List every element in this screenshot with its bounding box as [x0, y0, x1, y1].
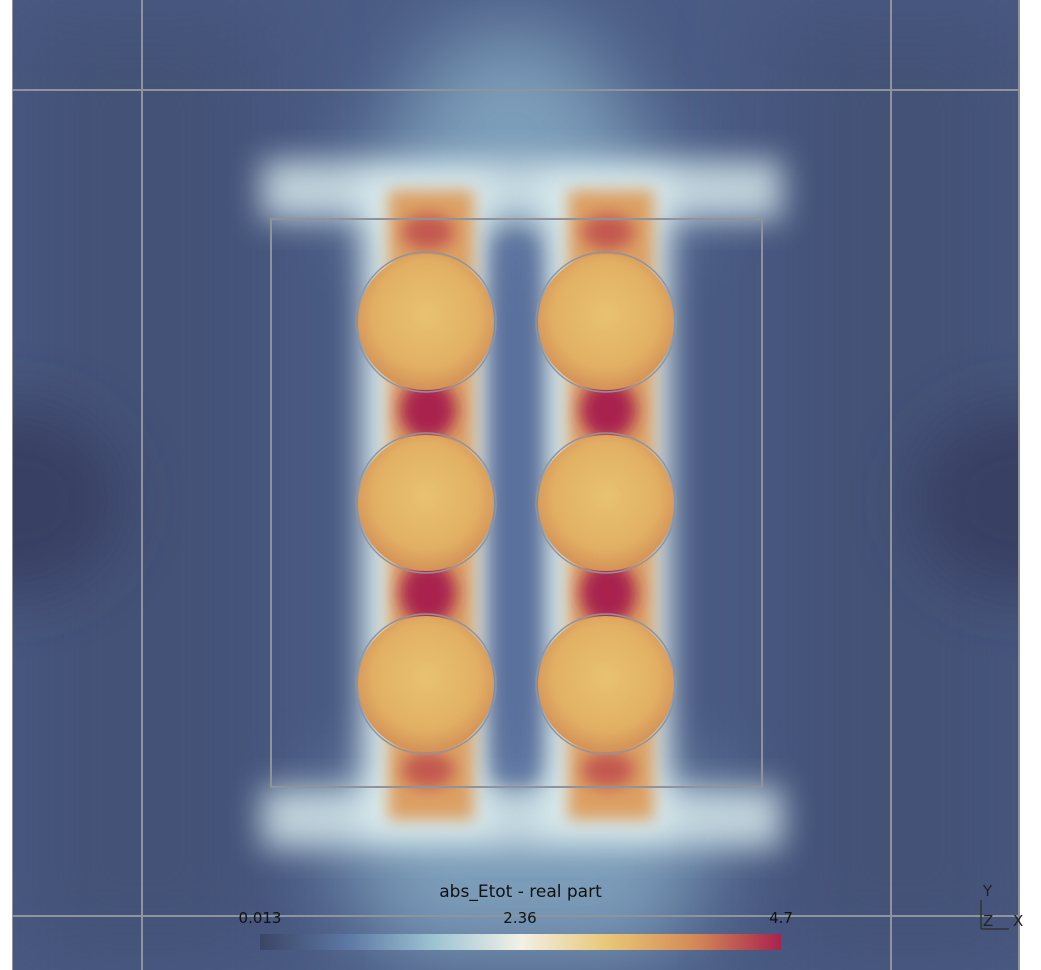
orientation-axes: Y Z X: [975, 880, 1035, 935]
sphere-left-middle: [355, 432, 497, 574]
axis-x-label: X: [1013, 912, 1024, 930]
hot-spot-left-2: [400, 561, 456, 625]
sphere-right-bottom: [535, 613, 677, 755]
field-dark-left: [12, 405, 122, 595]
axis-z-label: Z: [983, 912, 994, 930]
hot-spot-right-2: [580, 561, 636, 625]
gap-between-columns: [496, 240, 536, 780]
hot-spot-right-bottom: [582, 752, 634, 788]
colorbar-title: abs_Etot - real part: [439, 882, 602, 902]
field-dark-right: [912, 405, 1020, 595]
sphere-left-top: [355, 251, 497, 393]
colorbar-mid-label: 2.36: [503, 909, 537, 927]
glow-top-edge: [262, 160, 782, 220]
structure-box-outline: [270, 218, 763, 788]
hot-spot-right-top: [582, 214, 634, 250]
domain-outline: [12, 0, 1020, 970]
hot-spot-left-bottom: [402, 752, 454, 788]
field-plot: [12, 0, 1020, 970]
sphere-right-middle: [535, 432, 677, 574]
colorbar-min-label: 0.013: [238, 909, 282, 927]
hot-spot-right-1: [580, 380, 636, 440]
render-viewport[interactable]: [12, 0, 1020, 970]
colorbar-max-label: 4.7: [769, 909, 793, 927]
hot-spot-left-1: [400, 380, 456, 440]
sphere-right-top: [535, 251, 677, 393]
hot-spot-left-top: [402, 214, 454, 250]
sphere-left-bottom: [355, 613, 497, 755]
colorbar-gradient: [260, 934, 781, 950]
glow-bottom-edge: [262, 788, 782, 848]
axes-lines: [980, 900, 1009, 930]
axis-y-label: Y: [983, 882, 993, 900]
